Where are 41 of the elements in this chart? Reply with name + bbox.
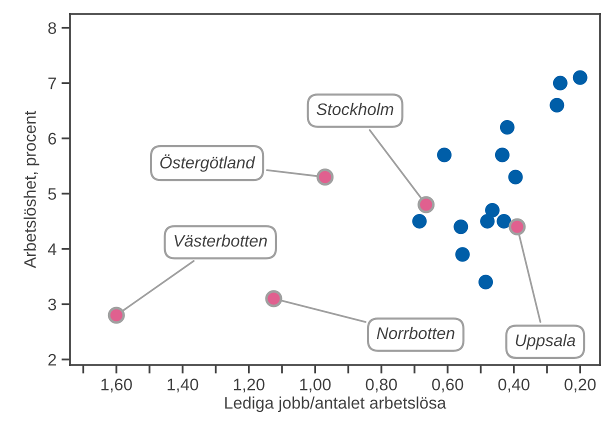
x-tick-label: 1,00	[300, 378, 331, 392]
y-tick-label: 2	[48, 354, 56, 366]
point	[418, 196, 435, 214]
annotation: Norrbotten	[376, 326, 454, 340]
point	[316, 168, 334, 186]
point	[485, 202, 500, 218]
annotation: Västerbotten	[174, 234, 267, 247]
annotation: Stockholm	[316, 102, 394, 116]
x-tick-label: 0,40	[498, 378, 530, 392]
annotation: Uppsala	[516, 334, 576, 350]
y-axis-title: Arbetslöshet, procent	[24, 110, 40, 268]
point	[108, 306, 125, 324]
point	[552, 76, 568, 90]
x-tick-label: 0,80	[366, 378, 397, 392]
y-tick-label: 5	[48, 188, 56, 200]
point	[496, 214, 512, 229]
point	[550, 98, 564, 112]
x-tick-label: 0,20	[564, 378, 596, 392]
y-tick-label: 4	[48, 243, 56, 255]
point	[478, 274, 493, 290]
point	[412, 214, 427, 229]
annotation: Östergötland	[160, 154, 256, 172]
point	[454, 220, 468, 234]
x-tick-label: 1,60	[101, 378, 132, 392]
y-tick-label: 6	[48, 132, 56, 145]
point	[500, 120, 515, 135]
x-tick-label: 1,40	[168, 378, 198, 392]
y-tick-label: 3	[48, 298, 56, 310]
point	[508, 170, 523, 184]
point	[572, 70, 588, 85]
x-tick-label: 0,60	[432, 378, 464, 392]
point	[508, 218, 526, 236]
y-tick-label: 7	[48, 78, 56, 90]
point	[265, 290, 282, 308]
point	[455, 247, 470, 262]
x-axis-title: Lediga jobb/antalet arbetslösa	[225, 396, 446, 412]
x-tick-label: 1,20	[234, 378, 264, 392]
point	[437, 148, 452, 162]
point	[480, 214, 495, 229]
y-tick-label: 8	[48, 22, 56, 34]
point	[494, 148, 510, 162]
